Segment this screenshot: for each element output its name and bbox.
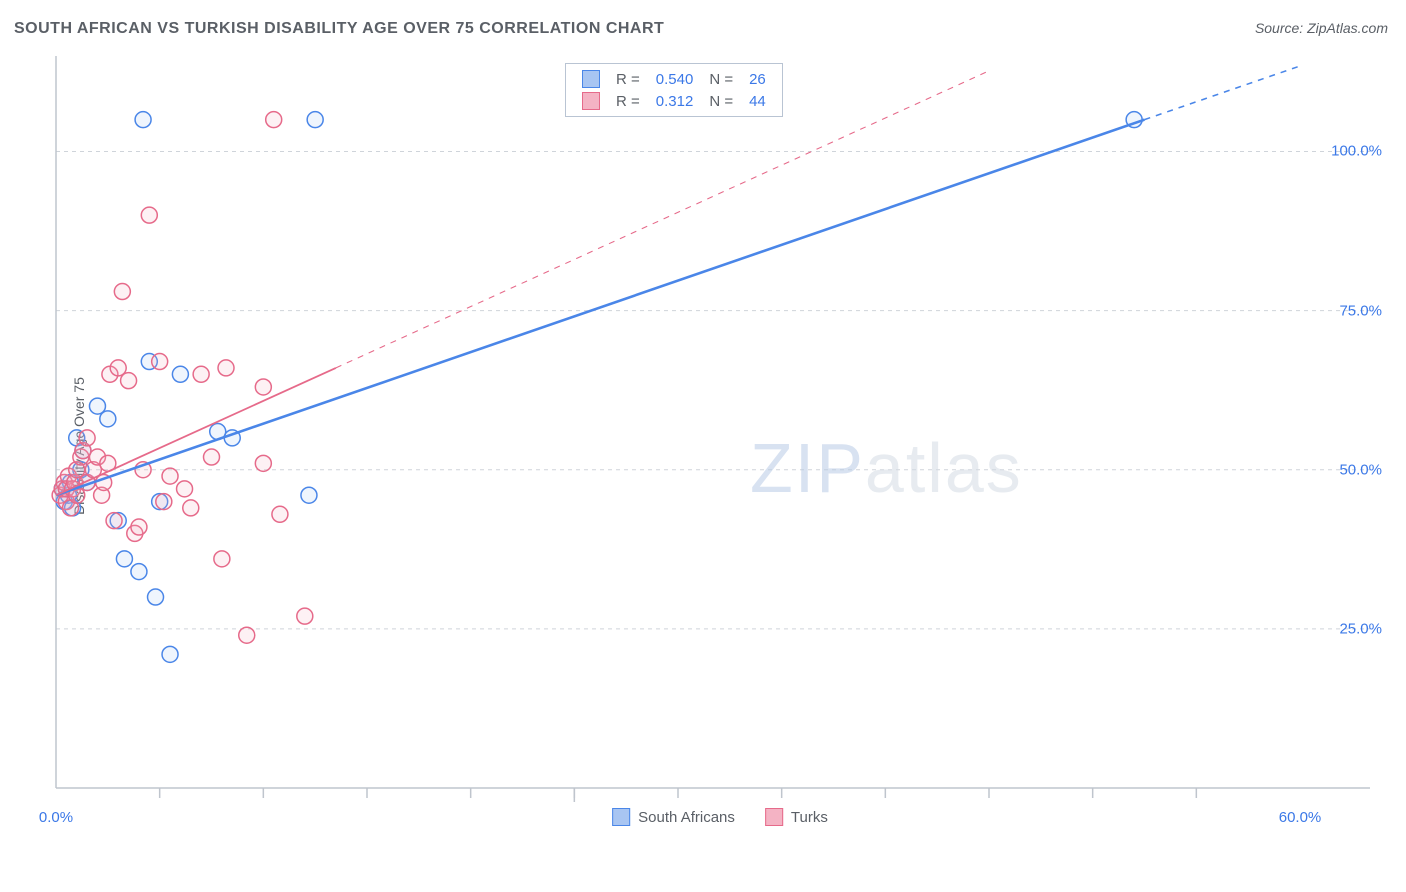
chart-container: SOUTH AFRICAN VS TURKISH DISABILITY AGE … xyxy=(0,0,1406,892)
legend-swatch xyxy=(582,92,600,110)
series-legend-item: South Africans xyxy=(612,808,735,826)
legend-n-value: 26 xyxy=(741,68,774,90)
legend-r-value: 0.540 xyxy=(648,68,702,90)
legend-r-label: R = xyxy=(608,90,648,112)
series-legend: South Africans Turks xyxy=(612,808,828,826)
y-tick-label: 50.0% xyxy=(1339,461,1382,478)
legend-rn-row: R =0.312N =44 xyxy=(574,90,774,112)
legend-r-value: 0.312 xyxy=(648,90,702,112)
legend-swatch xyxy=(582,70,600,88)
legend-n-label: N = xyxy=(701,68,741,90)
legend-rn-row: R =0.540N =26 xyxy=(574,68,774,90)
y-tick-label: 100.0% xyxy=(1331,143,1382,160)
legend-r-label: R = xyxy=(608,68,648,90)
source-label: Source: ZipAtlas.com xyxy=(1255,20,1388,36)
legend-n-value: 44 xyxy=(741,90,774,112)
series-legend-label: South Africans xyxy=(638,809,735,826)
chart-svg xyxy=(50,48,1390,828)
y-tick-label: 75.0% xyxy=(1339,302,1382,319)
series-legend-label: Turks xyxy=(791,809,828,826)
legend-n-label: N = xyxy=(701,90,741,112)
plot-area: R =0.540N =26R =0.312N =44 ZIPatlas Sout… xyxy=(50,48,1390,828)
legend-swatch xyxy=(765,808,783,826)
y-tick-label: 25.0% xyxy=(1339,620,1382,637)
x-tick-label: 60.0% xyxy=(1279,809,1322,826)
legend-swatch xyxy=(612,808,630,826)
correlation-legend: R =0.540N =26R =0.312N =44 xyxy=(565,63,783,117)
chart-title: SOUTH AFRICAN VS TURKISH DISABILITY AGE … xyxy=(14,20,664,38)
x-tick-label: 0.0% xyxy=(39,809,73,826)
series-legend-item: Turks xyxy=(765,808,828,826)
